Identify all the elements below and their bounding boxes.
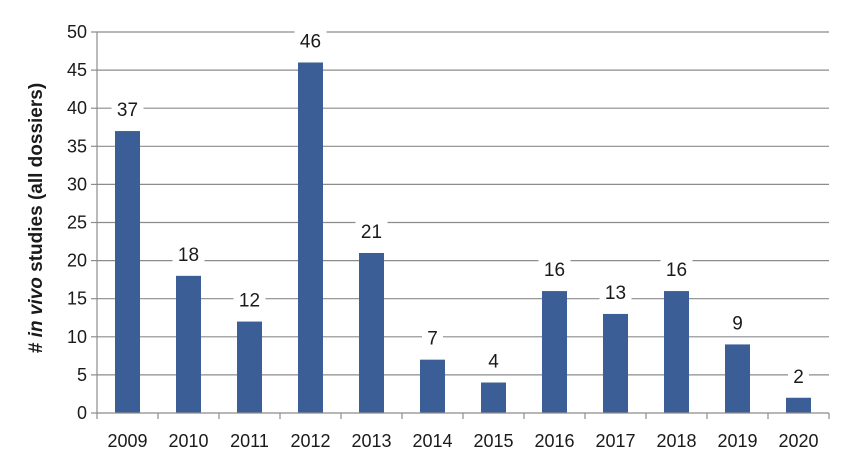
bars bbox=[115, 62, 811, 413]
y-axis-label-italic: in vivo bbox=[26, 277, 47, 337]
data-label-2013: 21 bbox=[361, 222, 382, 243]
y-tick-label: 10 bbox=[67, 327, 87, 347]
data-label-2011: 12 bbox=[239, 291, 260, 312]
x-tick-label: 2012 bbox=[290, 431, 330, 451]
data-label-bg bbox=[538, 257, 571, 282]
y-tick-label: 35 bbox=[67, 136, 87, 156]
data-label-bg bbox=[788, 363, 809, 388]
data-label-bg bbox=[111, 97, 144, 122]
data-label-2018: 16 bbox=[666, 260, 687, 281]
data-label-2015: 4 bbox=[488, 352, 499, 373]
x-tick-label: 2010 bbox=[168, 431, 208, 451]
bar-2015 bbox=[481, 382, 506, 413]
y-tick-label: 40 bbox=[67, 98, 87, 118]
x-tick-label: 2017 bbox=[595, 431, 635, 451]
bar-2020 bbox=[786, 397, 811, 413]
bar-2014 bbox=[420, 359, 445, 413]
data-label-2009: 37 bbox=[117, 100, 138, 121]
x-tick-label: 2016 bbox=[534, 431, 574, 451]
bar-2019 bbox=[725, 344, 750, 413]
y-tick-label: 5 bbox=[77, 365, 87, 385]
bar-2017 bbox=[603, 313, 628, 413]
y-axis-label-suffix: studies (all dossiers) bbox=[26, 83, 47, 277]
x-tick-label: 2014 bbox=[412, 431, 452, 451]
bar-2016 bbox=[542, 291, 567, 413]
data-label-2017: 13 bbox=[605, 283, 626, 304]
y-tick-label: 15 bbox=[67, 289, 87, 309]
bar-2013 bbox=[359, 252, 384, 413]
y-axis-label: # in vivo studies (all dossiers) bbox=[26, 83, 47, 353]
x-axis-ticks: 2009 2010 2011 2012 2013 2014 2015 2016 2017 2018… bbox=[96, 413, 830, 451]
data-label-bg bbox=[483, 348, 504, 373]
bar-2011 bbox=[237, 321, 262, 413]
gridlines bbox=[97, 31, 829, 376]
bar-2009 bbox=[115, 131, 140, 413]
data-label-2020: 2 bbox=[793, 367, 804, 388]
data-label-bg bbox=[233, 287, 266, 312]
x-tick-label: 2018 bbox=[656, 431, 696, 451]
x-tick-label: 2011 bbox=[230, 431, 269, 451]
data-label-2016: 16 bbox=[544, 260, 565, 281]
data-label-bg bbox=[660, 257, 693, 282]
data-label-bg bbox=[422, 325, 443, 350]
x-tick-label: 2009 bbox=[107, 431, 147, 451]
bar-2012 bbox=[298, 62, 323, 413]
y-tick-label: 0 bbox=[77, 403, 87, 423]
data-labels: 37 18 12 46 21 7 4 16 13 16 9 2 bbox=[111, 28, 809, 388]
y-tick-label: 45 bbox=[67, 60, 87, 80]
data-label-2019: 9 bbox=[732, 313, 743, 334]
x-tick-label: 2020 bbox=[778, 431, 818, 451]
y-tick-label: 30 bbox=[67, 174, 87, 194]
x-tick-label: 2019 bbox=[717, 431, 757, 451]
y-tick-label: 20 bbox=[67, 251, 87, 271]
data-label-bg bbox=[599, 279, 632, 304]
data-label-2012: 46 bbox=[300, 31, 321, 52]
bar-2018 bbox=[664, 291, 689, 413]
data-label-bg bbox=[355, 218, 388, 243]
y-axis-ticks: 0 5 10 15 20 25 30 35 40 45 50 bbox=[67, 22, 97, 423]
x-tick-label: 2013 bbox=[351, 431, 391, 451]
y-tick-label: 50 bbox=[67, 22, 87, 42]
y-axis-label-prefix: # bbox=[26, 337, 47, 353]
y-tick-label: 25 bbox=[67, 213, 87, 233]
bar-2010 bbox=[176, 275, 201, 413]
data-label-2014: 7 bbox=[427, 329, 438, 350]
x-tick-label: 2015 bbox=[473, 431, 513, 451]
data-label-bg bbox=[727, 310, 748, 335]
data-label-2010: 18 bbox=[178, 245, 199, 266]
data-label-bg bbox=[294, 28, 327, 53]
axes bbox=[96, 32, 829, 414]
data-label-bg bbox=[172, 241, 205, 266]
